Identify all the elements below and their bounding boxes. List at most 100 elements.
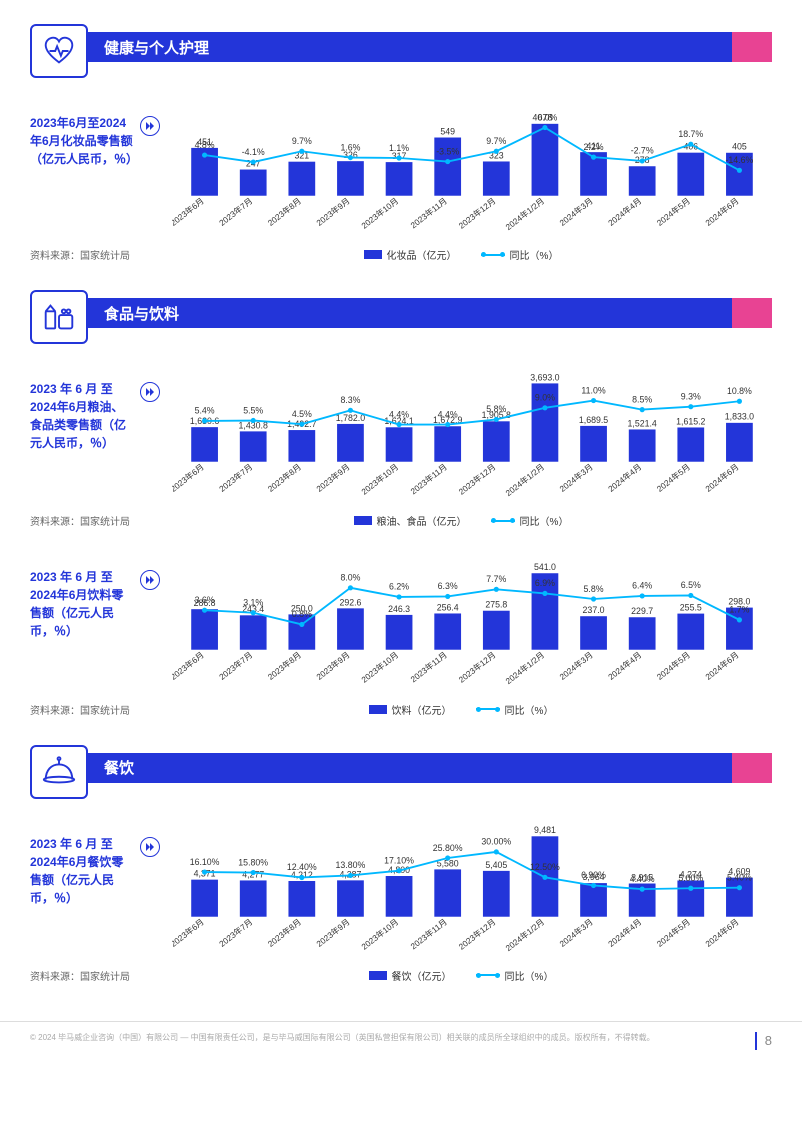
line-marker xyxy=(251,418,256,423)
chart-block: 2023年6月至2024年6月化妆品零售额（亿元人民币，％） 451247321… xyxy=(30,84,772,239)
bar-label: 1,833.0 xyxy=(725,412,754,422)
bar xyxy=(240,170,267,196)
line-label: 2.2% xyxy=(584,142,604,152)
line-marker xyxy=(202,153,207,158)
x-axis-label: 2024年1/2月 xyxy=(503,196,546,232)
x-axis-label: 2024年3月 xyxy=(557,916,594,948)
line-marker xyxy=(494,417,499,422)
line-label: 6.9% xyxy=(535,579,555,589)
bar-label: 549 xyxy=(440,126,455,136)
x-axis-label: 2023年7月 xyxy=(217,650,254,682)
x-axis-label: 2024年5月 xyxy=(655,650,692,682)
line-marker xyxy=(688,593,693,598)
line-label: 9.7% xyxy=(486,136,506,146)
line-label: 3.6% xyxy=(195,595,215,605)
bar xyxy=(677,153,704,196)
bar-label: 9,481 xyxy=(534,825,556,835)
x-axis-label: 2023年9月 xyxy=(314,916,351,948)
bar xyxy=(191,427,218,462)
line-marker xyxy=(494,849,499,854)
line-label: 8.0% xyxy=(340,573,360,583)
bar-label: 3,693.0 xyxy=(530,372,559,382)
line-marker xyxy=(445,855,450,860)
line-label: 6.3% xyxy=(438,582,458,592)
trend-line xyxy=(205,588,740,625)
bar xyxy=(434,869,461,916)
bar-label: 255.5 xyxy=(680,603,702,613)
line-label: 5.40% xyxy=(727,872,752,882)
bar xyxy=(726,877,753,916)
line-label: 0.8% xyxy=(292,610,312,620)
chart-block: 2023 年 6 月 至2024年6月餐饮零售额（亿元人民币，％） 4,3714… xyxy=(30,805,772,960)
bar xyxy=(191,879,218,916)
line-marker xyxy=(591,882,596,887)
bar-label: 246.3 xyxy=(388,604,410,614)
line-label: 10.8% xyxy=(727,386,752,396)
line-label: 4.4% xyxy=(389,409,409,419)
bar xyxy=(386,162,413,196)
bar xyxy=(677,428,704,462)
bar-label: 275.8 xyxy=(485,600,507,610)
line-marker xyxy=(396,422,401,427)
footer-text: © 2024 毕马威企业咨询（中国）有限公司 — 中国有限责任公司，是与毕马威国… xyxy=(30,1032,735,1043)
chart-svg: 1,630.61,430.81,492.71,782.01,624.11,672… xyxy=(172,350,772,505)
line-marker xyxy=(445,594,450,599)
line-label: 5.5% xyxy=(243,405,263,415)
chart-main: 4512473213263175493236784112784064054.8%… xyxy=(172,84,772,239)
bar xyxy=(629,430,656,462)
line-marker xyxy=(591,597,596,602)
x-axis-label: 2024年1/2月 xyxy=(503,650,546,686)
x-axis-label: 2024年5月 xyxy=(655,196,692,228)
legend-bar: 餐饮（亿元） xyxy=(369,968,452,983)
x-axis-label: 2023年11月 xyxy=(408,462,448,497)
x-axis-label: 2024年6月 xyxy=(703,196,740,228)
page: 健康与个人护理 2023年6月至2024年6月化妆品零售额（亿元人民币，％） 4… xyxy=(0,0,802,1021)
line-marker xyxy=(251,610,256,615)
section: 餐饮 2023 年 6 月 至2024年6月餐饮零售额（亿元人民币，％） 4,3… xyxy=(30,745,772,983)
trend-line xyxy=(205,851,740,888)
line-label: -4.1% xyxy=(242,147,265,157)
bar xyxy=(726,423,753,462)
line-marker xyxy=(542,591,547,596)
legend: 饮料（亿元） 同比（%） xyxy=(150,702,772,717)
chart-block: 2023 年 6 月 至2024年6月粮油、食品类零售额（亿元人民币，％） 1,… xyxy=(30,350,772,505)
bar-label: 541.0 xyxy=(534,562,556,572)
x-axis-label: 2024年3月 xyxy=(557,462,594,494)
bar xyxy=(629,166,656,195)
food-icon xyxy=(30,290,88,344)
x-axis-label: 2024年6月 xyxy=(703,462,740,494)
line-marker xyxy=(202,869,207,874)
line-label: 18.7% xyxy=(678,129,703,139)
x-axis-label: 2023年8月 xyxy=(266,196,303,228)
bar xyxy=(288,430,315,462)
trend-line xyxy=(205,128,740,171)
line-marker xyxy=(445,422,450,427)
arrow-icon xyxy=(140,382,160,402)
chart-block: 2023 年 6 月 至2024年6月饮料零售额（亿元人民币，％） 286.82… xyxy=(30,538,772,693)
x-axis-label: 2023年6月 xyxy=(172,916,206,948)
x-axis-label: 2023年11月 xyxy=(408,196,448,231)
source-legend-row: 资料来源：国家统计局 饮料（亿元） 同比（%） xyxy=(30,700,772,717)
line-marker xyxy=(299,149,304,154)
legend: 餐饮（亿元） 同比（%） xyxy=(150,968,772,983)
line-label: 4.40% xyxy=(630,873,655,883)
line-marker xyxy=(737,168,742,173)
line-label: 5.00% xyxy=(678,873,703,883)
bar-label: 229.7 xyxy=(631,606,653,616)
chart-side: 2023 年 6 月 至2024年6月粮油、食品类零售额（亿元人民币，％） xyxy=(30,350,160,452)
line-marker xyxy=(591,398,596,403)
chart-main: 4,3714,2774,2124,2874,8005,5805,4059,481… xyxy=(172,805,772,960)
section-title: 食品与饮料 xyxy=(80,298,772,328)
line-marker xyxy=(494,149,499,154)
footer: © 2024 毕马威企业咨询（中国）有限公司 — 中国有限责任公司，是与毕马威国… xyxy=(0,1021,802,1060)
x-axis-label: 2024年5月 xyxy=(655,916,692,948)
source-legend-row: 资料来源：国家统计局 餐饮（亿元） 同比（%） xyxy=(30,966,772,983)
footer-page: 8 xyxy=(755,1032,772,1050)
chart-source: 资料来源：国家统计局 xyxy=(30,247,130,262)
footer-bar xyxy=(755,1032,757,1050)
legend-bar: 化妆品（亿元） xyxy=(364,247,457,262)
line-marker xyxy=(542,125,547,130)
line-marker xyxy=(737,399,742,404)
line-marker xyxy=(688,142,693,147)
x-axis-label: 2023年9月 xyxy=(314,462,351,494)
